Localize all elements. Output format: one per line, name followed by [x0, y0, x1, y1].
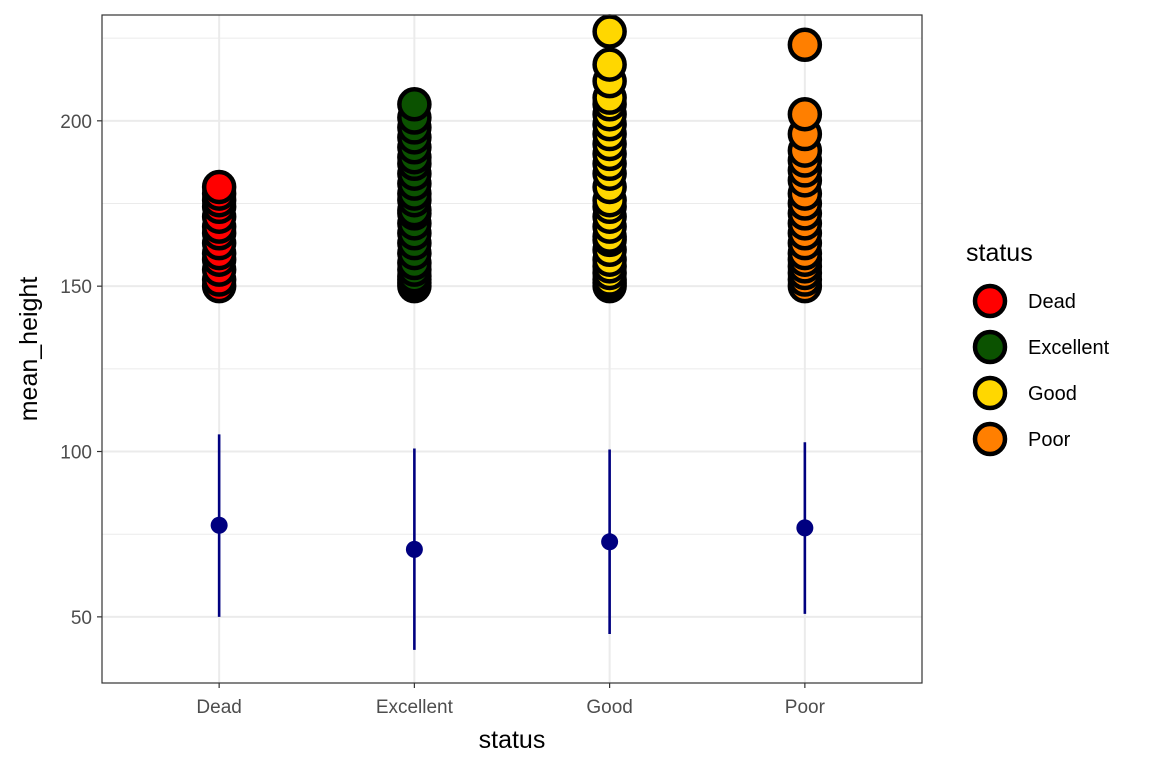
y-axis: 50 100 150 200 — [60, 112, 102, 629]
x-tick-label: Poor — [785, 697, 826, 718]
x-tick-label: Excellent — [376, 697, 454, 718]
legend-key — [972, 329, 1008, 365]
x-tick-label: Good — [586, 697, 632, 718]
data-point — [787, 96, 823, 132]
legend-label: Good — [1028, 383, 1077, 405]
panel-border — [101, 14, 923, 684]
summary-series — [210, 434, 814, 650]
mean-point — [601, 533, 619, 551]
mean-point — [210, 516, 228, 534]
mean-point — [405, 540, 423, 558]
y-tick-label: 50 — [71, 608, 92, 629]
data-point — [592, 47, 627, 82]
y-tick-label: 150 — [60, 277, 92, 298]
y-tick-label: 100 — [60, 443, 92, 464]
legend-label: Excellent — [1028, 337, 1110, 359]
x-axis: Dead Excellent Good Poor — [196, 683, 826, 718]
x-tick-label: Dead — [196, 697, 241, 718]
data-point — [201, 169, 237, 205]
data-point — [397, 87, 432, 122]
legend-key — [972, 421, 1008, 457]
legend-title: status — [966, 239, 1033, 267]
data-points — [201, 14, 823, 304]
legend-label: Dead — [1028, 291, 1076, 313]
data-point — [787, 27, 823, 63]
y-axis-title: mean_height — [15, 277, 43, 422]
legend-key — [972, 283, 1008, 319]
y-tick-label: 200 — [60, 112, 92, 133]
legend-key — [972, 375, 1008, 411]
data-point — [592, 14, 627, 49]
x-axis-title: status — [479, 726, 546, 754]
mean-point — [796, 519, 814, 537]
legend: status Dead Excellent Good Poor — [966, 239, 1110, 457]
legend-label: Poor — [1028, 429, 1071, 451]
panel-background — [102, 15, 922, 683]
